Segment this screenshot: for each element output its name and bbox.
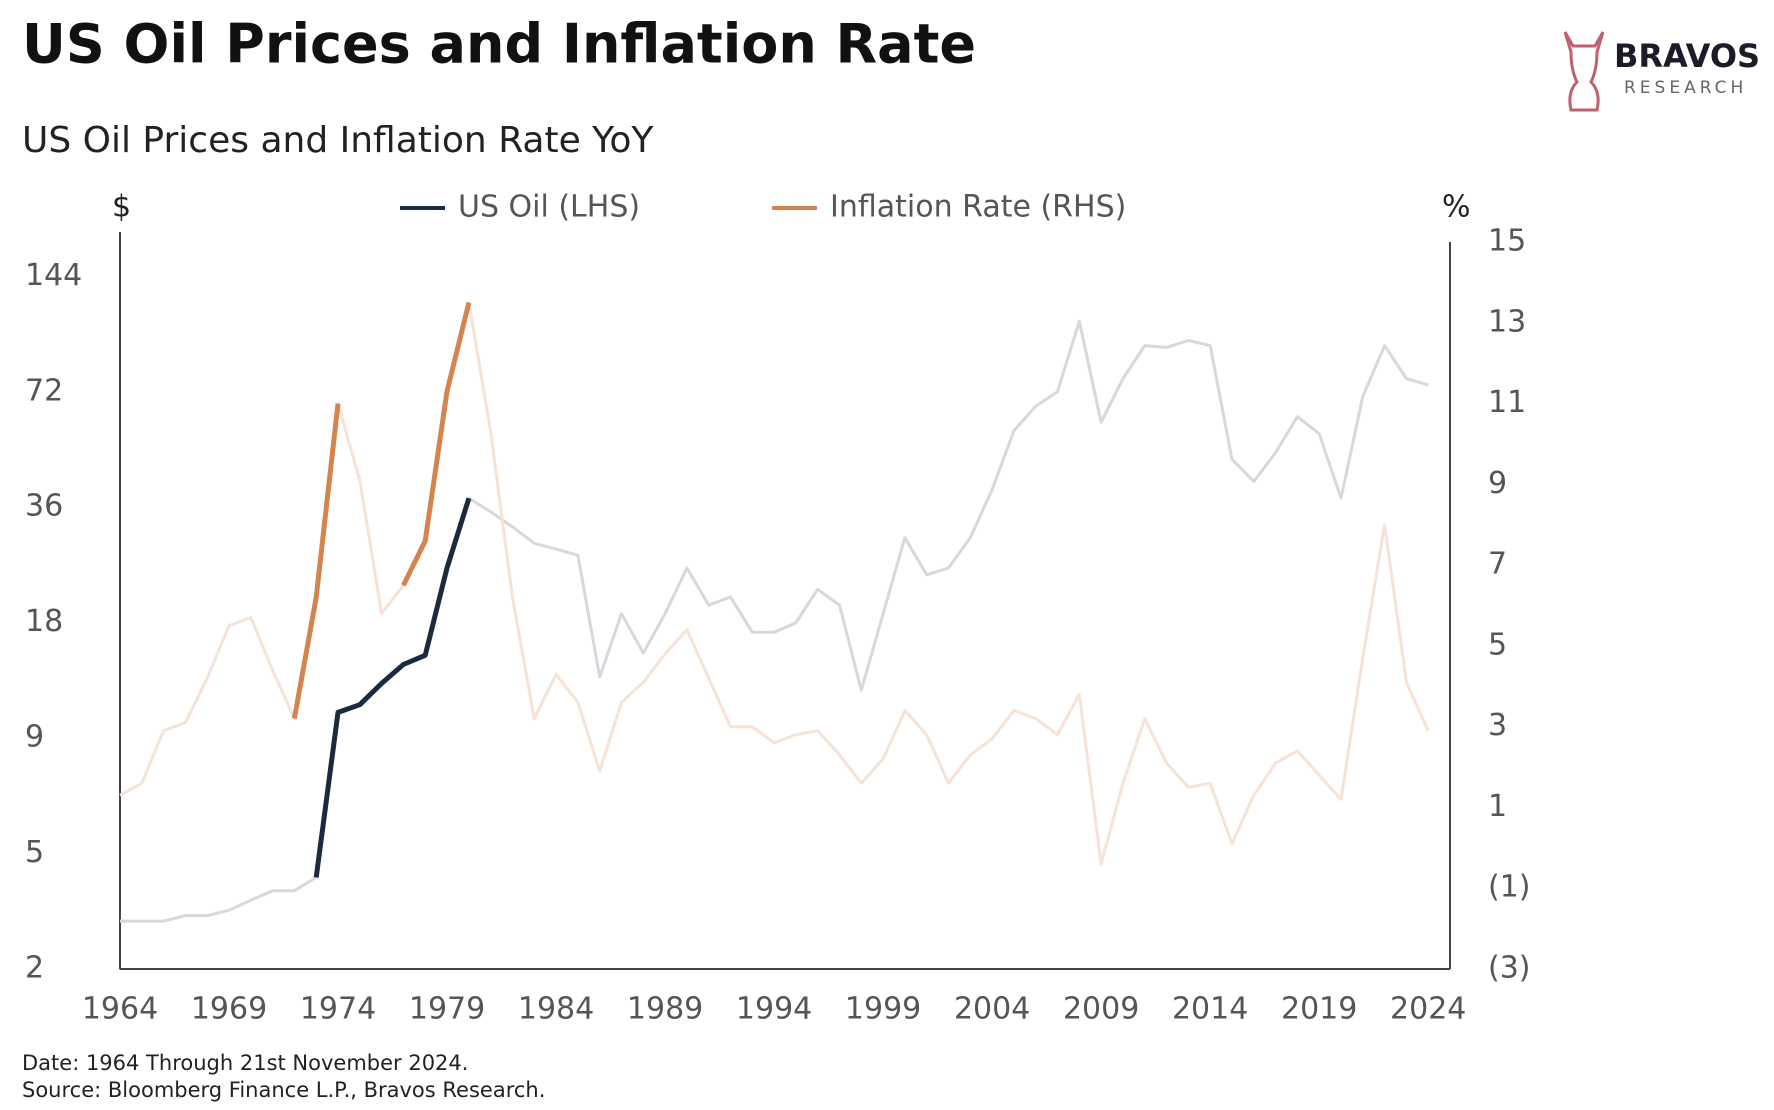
- x-tick-label: 1974: [300, 992, 376, 1027]
- x-tick-label: 1969: [191, 992, 267, 1027]
- x-tick-label: 2009: [1063, 992, 1139, 1027]
- y2-tick-label: 1: [1488, 789, 1507, 824]
- x-tick-label: 2024: [1390, 992, 1466, 1027]
- y-tick-label: 18: [25, 604, 63, 639]
- note: Date: 1964 Through 21st November 2024.: [22, 1051, 468, 1075]
- x-tick-label: 1994: [736, 992, 812, 1027]
- y2-axis-label: %: [1442, 190, 1471, 225]
- x-tick-label: 1964: [82, 992, 158, 1027]
- series-line-highlight: [291, 403, 341, 720]
- y-axis-label: $: [112, 190, 131, 225]
- y-tick-label: 36: [25, 489, 63, 524]
- y2-tick-label: 7: [1488, 547, 1507, 582]
- y2-tick-label: 13: [1488, 304, 1526, 339]
- x-tick-label: 1984: [518, 992, 594, 1027]
- y2-tick-label: 15: [1488, 224, 1526, 259]
- y2-tick-label: 5: [1488, 627, 1507, 662]
- brand: BRAVOS: [1614, 37, 1760, 75]
- x-tick-label: 1979: [409, 992, 485, 1027]
- legend-label: Inflation Rate (RHS): [830, 190, 1126, 225]
- x-tick-label: 2014: [1172, 992, 1248, 1027]
- y-tick-label: 2: [25, 951, 44, 986]
- logo: BRAVOS RESEARCH: [1563, 31, 1760, 112]
- y2-tick-label: 11: [1488, 385, 1526, 420]
- y-tick-label: 5: [25, 835, 44, 870]
- x-tick-label: 2019: [1281, 992, 1357, 1027]
- x-tick-label: 1999: [845, 992, 921, 1027]
- y-tick-label: 144: [25, 258, 82, 293]
- legend-label: US Oil (LHS): [458, 190, 640, 225]
- chart-subtitle: US Oil Prices and Inflation Rate YoY: [22, 120, 654, 161]
- y2-tick-label: (1): [1488, 870, 1531, 905]
- y-tick-label: 9: [25, 720, 44, 755]
- y-tick-label: 72: [25, 373, 63, 408]
- chart-title: US Oil Prices and Inflation Rate: [22, 13, 976, 76]
- y2-tick-label: 3: [1488, 708, 1507, 743]
- logo-icon: [1563, 31, 1605, 112]
- x-tick-label: 2004: [954, 992, 1030, 1027]
- series-line-highlight: [401, 302, 472, 587]
- brand-sub: RESEARCH: [1624, 78, 1747, 98]
- y2-tick-label: 9: [1488, 466, 1507, 501]
- series-line-highlight: [313, 497, 472, 878]
- y2-tick-label: (3): [1488, 951, 1531, 986]
- note: Source: Bloomberg Finance L.P., Bravos R…: [22, 1078, 545, 1102]
- x-tick-label: 1989: [627, 992, 703, 1027]
